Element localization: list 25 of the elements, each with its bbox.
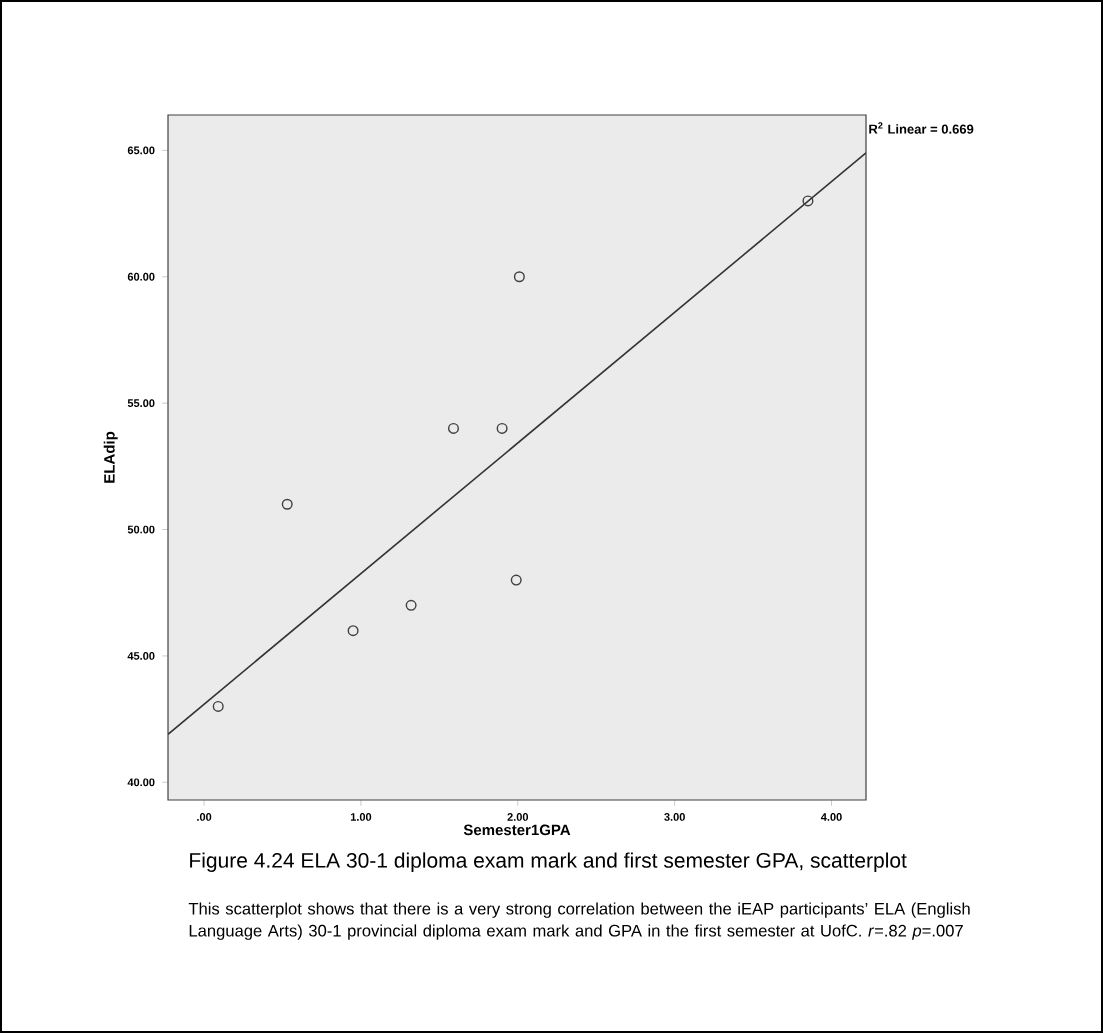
text: R$^{2}$ Linear = 0.669 bbox=[869, 122, 974, 134]
point bbox=[510, 574, 522, 586]
y-tick-label: 50.00 bbox=[127, 525, 155, 534]
caption: Figure 4.24 ELA 30-1 diploma exam mark and first semester GPA, scatterplot bbox=[190, 852, 907, 872]
point bbox=[802, 195, 814, 207]
y-tick-label: 40.00 bbox=[127, 778, 155, 787]
point bbox=[513, 271, 525, 283]
point bbox=[281, 498, 293, 510]
point bbox=[405, 599, 417, 611]
y-tick-label: 55.00 bbox=[127, 399, 155, 408]
point bbox=[212, 700, 224, 712]
point bbox=[347, 625, 359, 637]
point bbox=[447, 422, 459, 434]
point bbox=[496, 422, 508, 434]
x-tick-label: 2.00 bbox=[507, 813, 529, 821]
text: This scatterplot shows that there is a very strong correlation between the iEAP participants’ ELA (English Language Arts) 30-1 provincial diploma exam mark and GPA in the first semester at UofC. r=.82 p=.007 bbox=[188, 902, 970, 940]
y-tick-label: 60.00 bbox=[127, 272, 155, 281]
x-tick-label: 3.00 bbox=[664, 813, 685, 821]
y-tick-label: 45.00 bbox=[127, 652, 155, 660]
y-axis-title: ELAdip bbox=[103, 431, 118, 483]
x-tick-label: 1.00 bbox=[350, 813, 372, 821]
x-tick-label: 4.00 bbox=[820, 813, 842, 821]
x-axis-title: Semester1GPA bbox=[463, 824, 571, 836]
x-tick-label: .00 bbox=[197, 813, 212, 821]
y-tick-label: 65.00 bbox=[127, 146, 155, 155]
